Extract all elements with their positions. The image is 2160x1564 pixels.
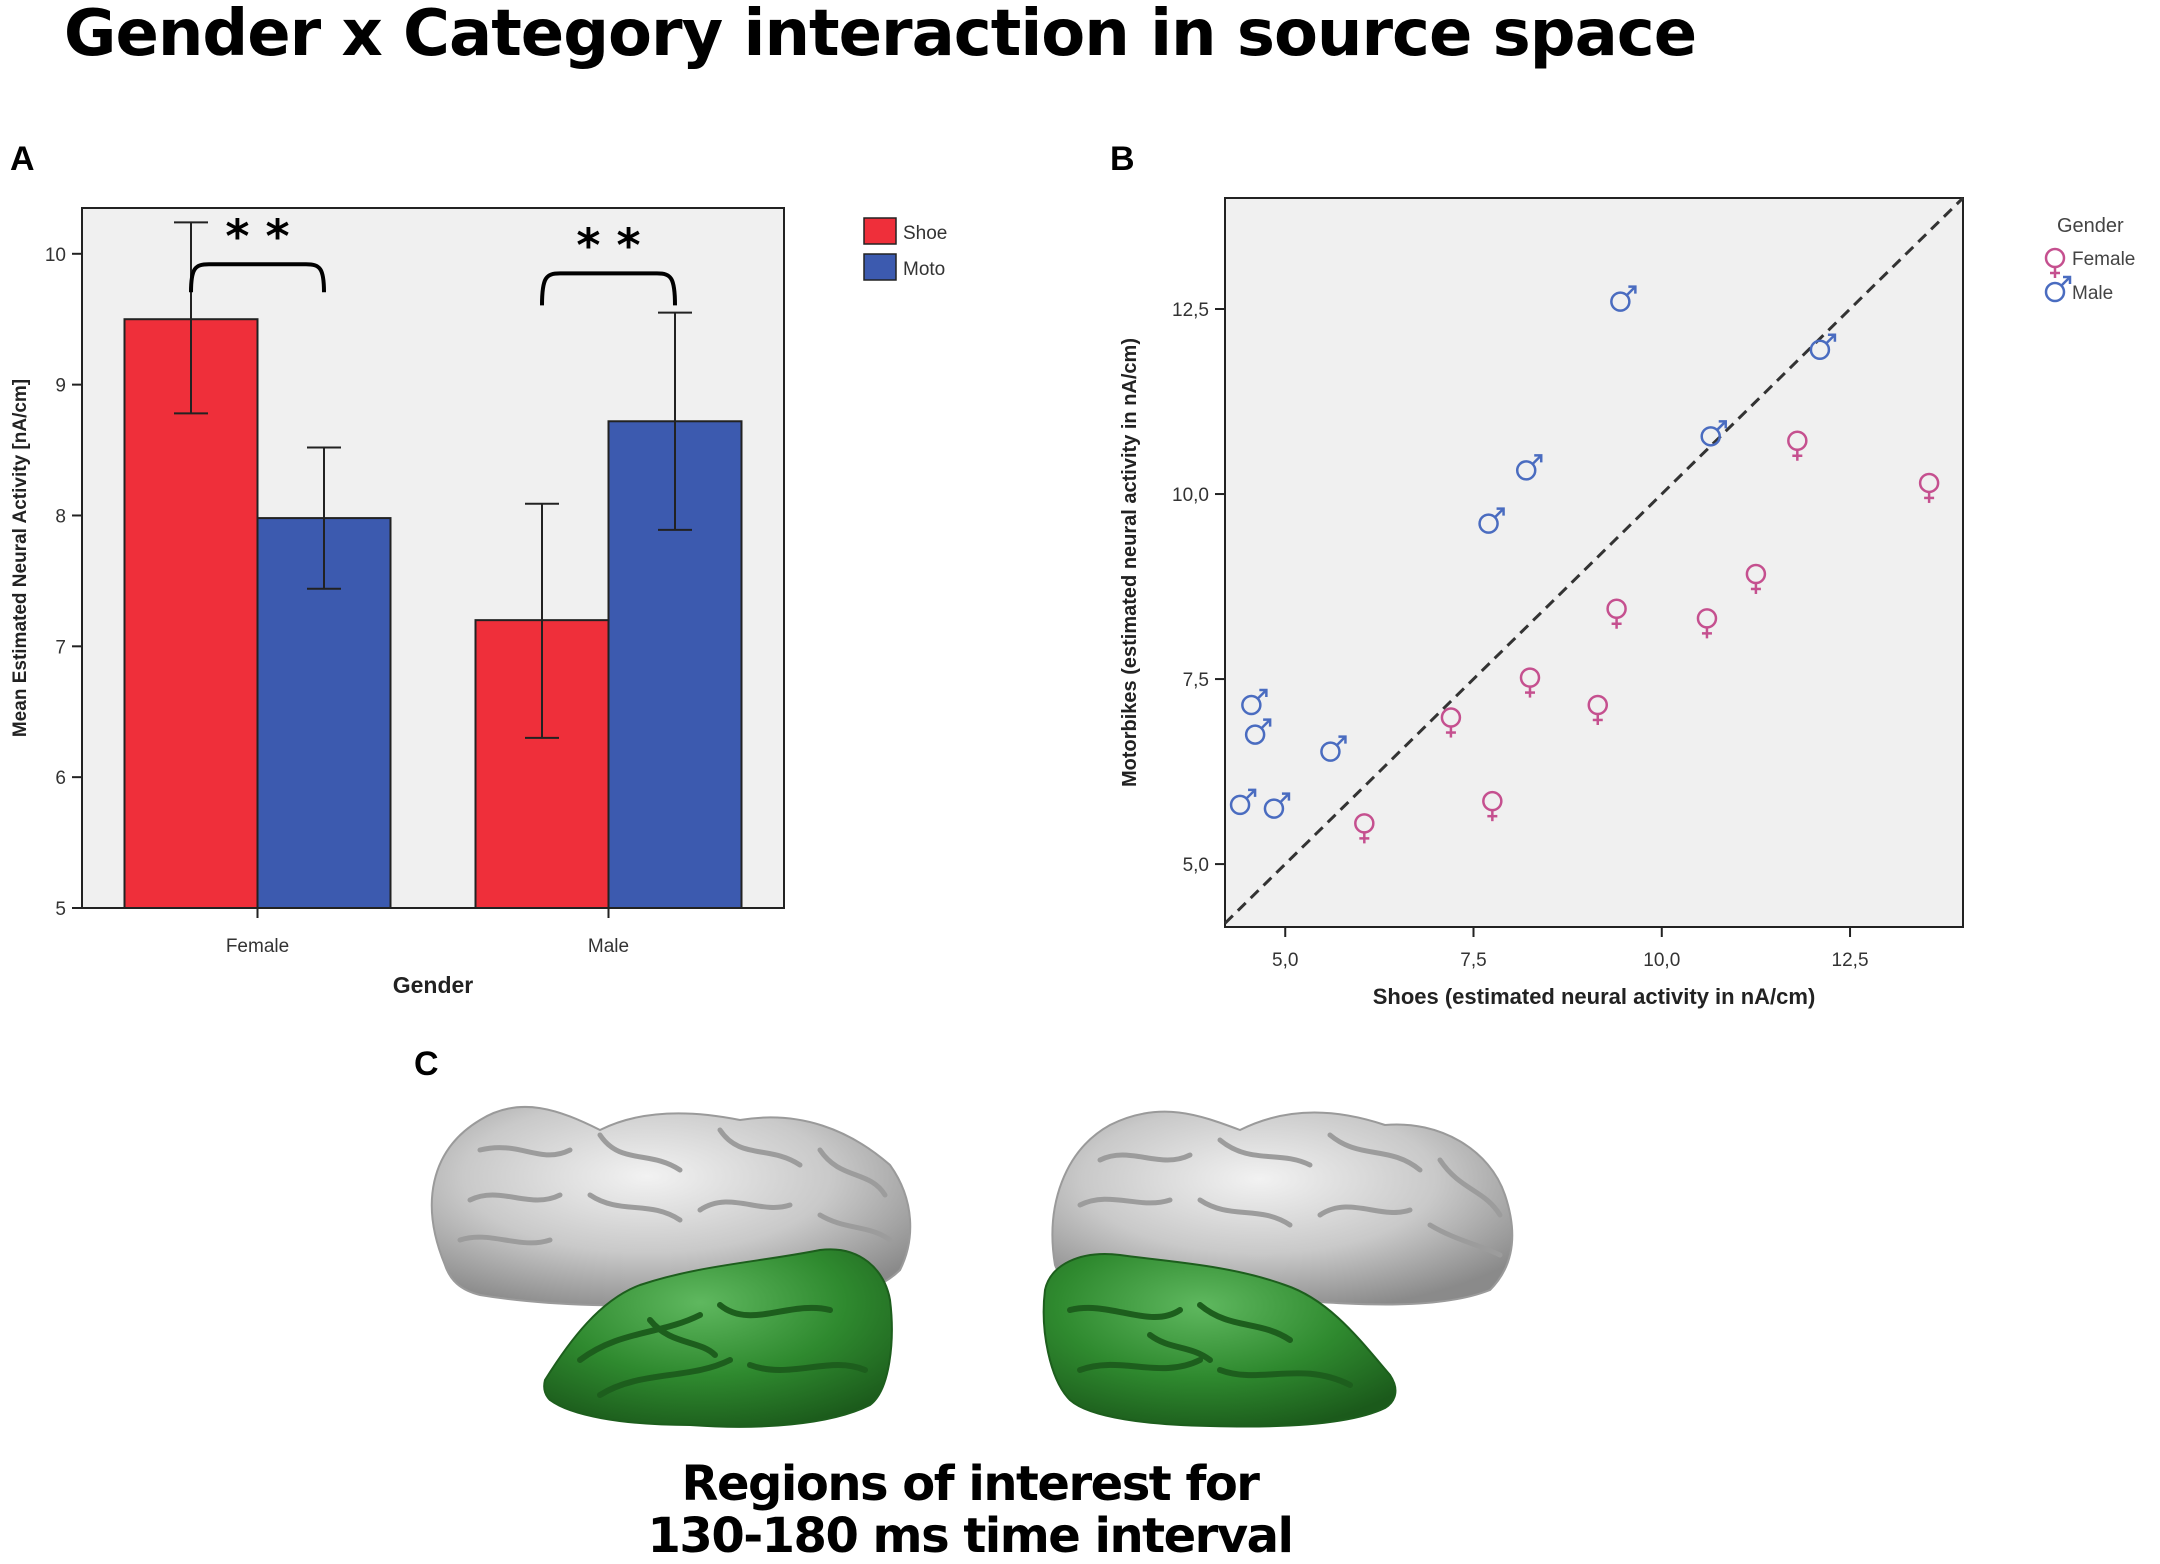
y-tick-label-a-5: 10 [45,245,66,266]
legend-title-b: Gender [2057,215,2124,237]
roi-caption-line-2: 130-180 ms time interval [647,1508,1294,1564]
point-male-6 [1515,454,1543,481]
figure-title: Gender x Category interaction in source … [63,0,1697,71]
roi-caption-line-1: Regions of interest for [681,1456,1260,1512]
x-tick-label-a-0: Female [226,936,289,957]
x-tick-label-b-3: 12,5 [1832,950,1869,971]
series-male [1229,285,1837,819]
point-female-8 [1787,430,1808,461]
y-tick-label-a-4: 9 [55,376,66,397]
point-male-0 [1229,788,1257,816]
point-male-2 [1241,688,1268,716]
legend-label-moto: Moto [903,259,945,280]
point-male-5 [1478,507,1505,534]
y-tick-label-b-0: 5,0 [1183,855,1209,876]
point-male-7 [1610,285,1637,312]
x-axis-label-a: Gender [393,972,474,998]
x-tick-label-b-0: 5,0 [1272,950,1298,971]
y-tick-label-a-1: 6 [55,768,66,789]
y-tick-label-a-0: 5 [55,899,66,920]
legend-label-shoe: Shoe [903,223,947,244]
point-female-2 [1482,790,1503,822]
bar-shoe-female [123,318,259,909]
y-tick-label-b-2: 10,0 [1172,485,1209,506]
bar-chart-panel-a: 5 6 7 8 9 10 Female * * Male * * Gender Mean Estima… [10,207,947,998]
y-axis-label-a: Mean Estimated Neural Activity [nA/cm] [10,379,31,737]
y-axis-label-b: Motorbikes (estimated neural activity in… [1119,338,1141,787]
point-female-0 [1354,813,1375,844]
x-tick-label-a-1: Male [588,936,629,957]
panel-label-c: C [414,1045,439,1083]
panel-label-a: A [10,140,35,178]
identity-line [1223,196,1965,925]
x-axis-label-b: Shoes (estimated neural activity in nA/c… [1373,984,1816,1009]
y-tick-label-a-2: 7 [55,637,66,658]
plot-area-b [1224,197,1964,928]
point-male-8 [1700,420,1727,447]
significance-bracket-male [540,271,677,306]
y-tick-label-b-3: 12,5 [1172,300,1209,321]
point-male-1 [1263,792,1291,819]
significance-label-male: * * [576,218,640,272]
right-hemisphere [1042,1110,1514,1428]
point-female-4 [1587,694,1609,725]
point-male-3 [1244,718,1272,745]
point-female-5 [1606,598,1627,629]
legend-marker-female [2044,247,2066,278]
x-tick-label-b-1: 7,5 [1460,950,1486,971]
y-tick-label-b-1: 7,5 [1183,670,1209,691]
point-female-9 [1918,472,1940,503]
scatter-chart-panel-b: 5,0 7,5 10,0 12,5 5,0 7,5 10,0 12,5 Shoes (estim… [1119,196,2135,1009]
significance-bracket-female [189,262,326,293]
legend-swatch-shoe [863,217,897,245]
legend-label-b-female: Female [2072,249,2135,270]
point-female-6 [1696,608,1718,639]
point-female-7 [1745,563,1767,594]
legend-swatch-moto [863,253,897,281]
left-hemisphere [430,1106,912,1428]
point-female-1 [1440,707,1462,738]
legend-marker-male [2044,275,2072,303]
point-female-3 [1519,667,1541,698]
y-tick-label-a-3: 8 [55,506,66,527]
point-male-9 [1809,333,1837,360]
significance-label-female: * * [225,209,289,263]
panel-label-b: B [1110,140,1135,178]
series-female [1354,430,1940,844]
x-tick-label-b-2: 10,0 [1643,950,1680,971]
legend-label-b-male: Male [2072,283,2113,304]
point-male-4 [1320,735,1347,762]
